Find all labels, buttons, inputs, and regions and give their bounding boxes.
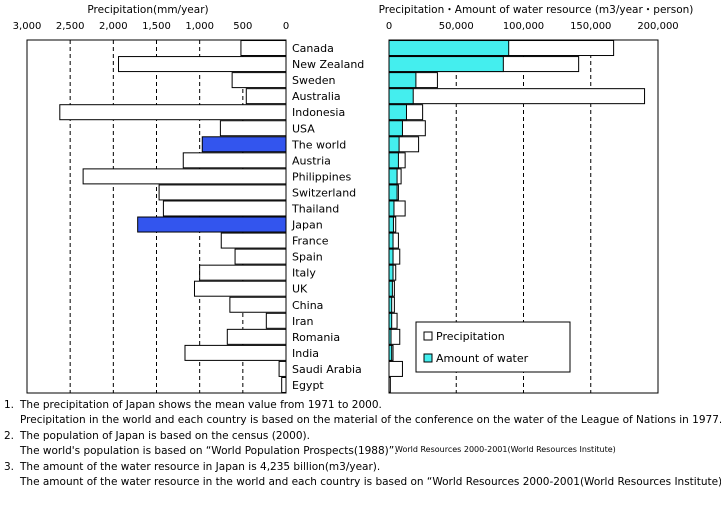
right-tick-label: 150,000 xyxy=(570,21,611,32)
precip-volume-bar xyxy=(388,376,391,393)
water-amount-bar xyxy=(388,184,398,201)
water-amount-bar xyxy=(388,248,394,265)
country-label: UK xyxy=(292,283,308,296)
water-amount-bar xyxy=(388,152,399,169)
precip-bar xyxy=(158,184,287,201)
water-amount-bar xyxy=(388,72,417,89)
country-label: New Zealand xyxy=(292,58,364,71)
right-tick-label: 0 xyxy=(386,21,392,32)
left-tick-label: 1,500 xyxy=(142,21,171,32)
note-text: The precipitation of Japan shows the mea… xyxy=(20,399,382,411)
right-tick-label: 100,000 xyxy=(503,21,544,32)
left-tick-label: 3,000 xyxy=(13,21,42,32)
precip-volume-bar xyxy=(388,360,403,377)
water-amount-bar xyxy=(388,200,395,217)
country-label: Iran xyxy=(292,315,314,328)
country-label: The world xyxy=(291,138,346,151)
country-label: Egypt xyxy=(292,379,324,392)
precip-volume-bar xyxy=(388,88,646,105)
precip-bar xyxy=(240,40,287,57)
water-amount-bar xyxy=(388,280,393,297)
note-text: The amount of the water resource in the … xyxy=(20,476,721,488)
note-text: Precipitation in the world and each coun… xyxy=(20,414,721,426)
legend-swatch-water xyxy=(423,353,433,363)
precip-bar xyxy=(265,312,287,329)
water-amount-bar xyxy=(388,264,394,281)
right-tick-label: 50,000 xyxy=(439,21,474,32)
country-label: Japan xyxy=(291,219,323,232)
note-text: The population of Japan is based on the … xyxy=(20,430,310,442)
country-label: Australia xyxy=(292,90,341,103)
precip-bar xyxy=(245,88,287,105)
water-amount-bar xyxy=(388,328,392,345)
precip-bar xyxy=(82,168,287,185)
precip-bar xyxy=(231,72,287,89)
country-label: Spain xyxy=(292,251,323,264)
left-tick-label: 500 xyxy=(233,21,252,32)
note-text: The amount of the water resource in Japa… xyxy=(20,461,381,473)
precip-bar xyxy=(59,104,287,121)
precip-bar xyxy=(118,56,287,73)
left-tick-label: 2,500 xyxy=(56,21,85,32)
precip-bar xyxy=(281,376,287,393)
precip-bar xyxy=(219,120,287,137)
water-amount-bar xyxy=(388,168,398,185)
note-text: The world's population is based on “Worl… xyxy=(20,445,398,457)
right-axis-title: Precipitation・Amount of water resource (… xyxy=(379,4,694,16)
precip-bar xyxy=(220,232,287,249)
precip-bar xyxy=(226,328,287,345)
country-label: Austria xyxy=(292,154,331,167)
left-axis-title: Precipitation(mm/year) xyxy=(87,4,208,16)
water-resource-chart: 3,000 2,500 2,000 1,500 1,000 500 0 Precipitati… xyxy=(13,4,694,394)
country-label: India xyxy=(292,347,319,360)
water-amount-bar xyxy=(388,104,407,121)
country-label: Canada xyxy=(292,42,334,55)
country-label: China xyxy=(292,299,323,312)
precip-bar xyxy=(234,248,287,265)
water-amount-bar xyxy=(388,296,393,313)
left-tick-label: 1,000 xyxy=(185,21,214,32)
country-label: Switzerland xyxy=(292,186,356,199)
country-label: Philippines xyxy=(292,170,352,183)
legend-box xyxy=(415,321,571,373)
water-amount-bar xyxy=(388,40,510,57)
precip-bar xyxy=(229,296,287,313)
legend-swatch-precipitation xyxy=(423,331,433,341)
precip-bar xyxy=(193,280,287,297)
precip-bar xyxy=(184,344,287,361)
precip-bar xyxy=(162,200,287,217)
precip-bar xyxy=(278,360,287,377)
country-label: Romania xyxy=(292,331,340,344)
precip-bar xyxy=(137,216,287,233)
water-amount-bar xyxy=(388,232,394,249)
water-amount-bar xyxy=(388,216,394,233)
water-amount-bar xyxy=(388,88,414,105)
country-label: Indonesia xyxy=(292,106,345,119)
left-tick-label: 2,000 xyxy=(99,21,128,32)
note-source: World Resources 2000-2001(World Resource… xyxy=(395,445,616,454)
water-amount-bar xyxy=(388,136,400,153)
note-number: 2. xyxy=(4,430,15,442)
note-number: 1. xyxy=(4,399,15,411)
country-label: France xyxy=(292,235,329,248)
left-tick-label: 0 xyxy=(283,21,289,32)
right-tick-label: 200,000 xyxy=(637,21,678,32)
legend-label-precipitation: Precipitation xyxy=(436,330,505,343)
water-amount-bar xyxy=(388,120,403,137)
country-label: Thailand xyxy=(291,202,339,215)
water-amount-bar xyxy=(388,56,504,73)
precip-bar xyxy=(182,152,287,169)
water-amount-bar xyxy=(388,312,393,329)
country-label: Italy xyxy=(292,267,316,280)
legend-label-water: Amount of water xyxy=(436,352,529,365)
country-label: USA xyxy=(292,122,315,135)
precip-bar xyxy=(201,136,287,153)
country-label: Sweden xyxy=(292,74,335,87)
water-amount-bar xyxy=(388,344,393,361)
note-number: 3. xyxy=(4,461,15,473)
country-label: Saudi Arabia xyxy=(292,363,362,376)
precip-bar xyxy=(199,264,287,281)
